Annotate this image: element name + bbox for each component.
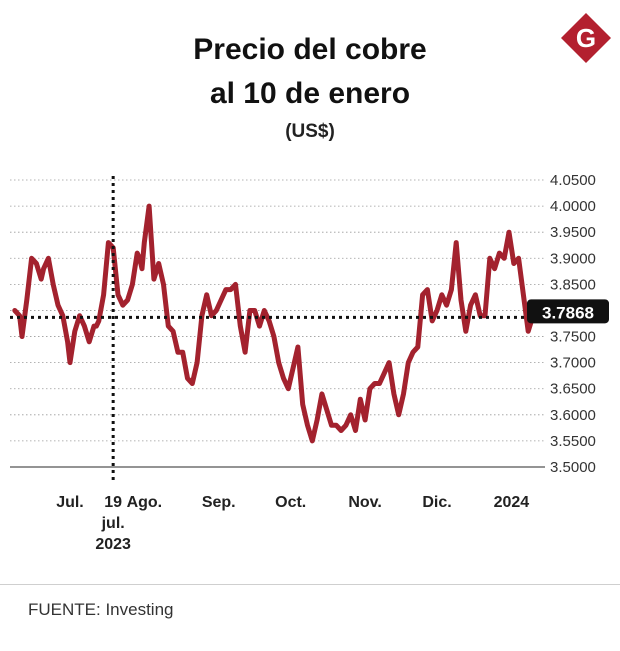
y-tick-label: 3.6000 [550,407,596,424]
title-line-1: Precio del cobre [193,33,427,66]
y-tick-label: 3.5500 [550,433,596,450]
x-axis: Jul. 19 jul. 2023 Ago. Sep. Oct. Nov. Dic. 2024 [56,494,529,553]
x-tick-label-line: Sep. [202,494,236,511]
y-tick-label: 3.7000 [550,355,596,372]
current-value-label: 3.7868 [542,303,594,322]
x-tick-label-line: 2023 [95,536,131,553]
chart-title: Precio del cobre al 10 de enero [0,28,620,116]
x-tick-label: Ago. [127,494,163,511]
g-logo-icon: G [561,13,611,63]
x-tick-label: Sep. [202,494,236,511]
y-tick-label: 3.7500 [550,329,596,346]
chart-marks: 3.7868 [10,176,609,484]
title-line-2: al 10 de enero [209,77,411,110]
x-tick-label-line: jul. [101,515,125,532]
price-line [12,203,536,444]
y-tick-label: 3.8500 [550,276,596,293]
y-tick-label: 3.9000 [550,250,596,267]
x-tick-label: Oct. [275,494,306,511]
y-tick-label: 4.0000 [550,198,596,215]
footer-divider [0,584,620,585]
x-tick-label-line: Nov. [348,494,381,511]
x-tick-label-line: Jul. [56,494,84,511]
x-tick-label-line: 19 [104,494,122,511]
x-tick-label-line: Dic. [422,494,451,511]
x-tick-label: Jul. [56,494,84,511]
source-note: FUENTE: Investing [28,600,174,619]
x-tick-label-line: Ago. [127,494,163,511]
x-tick-label: 2024 [494,494,530,511]
current-value-box [527,299,609,324]
y-axis: 4.05004.00003.95003.90003.85003.80003.75… [550,172,596,476]
x-tick-label: Nov. [348,494,381,511]
x-tick-label: Dic. [422,494,451,511]
y-tick-label: 3.5000 [550,459,596,476]
line-chart: 4.05004.00003.95003.90003.85003.80003.75… [10,172,609,553]
logo-letter: G [576,23,596,53]
x-tick-label-line: Oct. [275,494,306,511]
x-tick-label: 19 jul. 2023 [95,494,131,553]
x-tick-label-line: 2024 [494,494,530,511]
y-tick-label: 4.0500 [550,172,596,189]
y-tick-label: 3.6500 [550,381,596,398]
y-tick-label: 3.9500 [550,224,596,241]
unit-label: (US$) [285,121,335,142]
